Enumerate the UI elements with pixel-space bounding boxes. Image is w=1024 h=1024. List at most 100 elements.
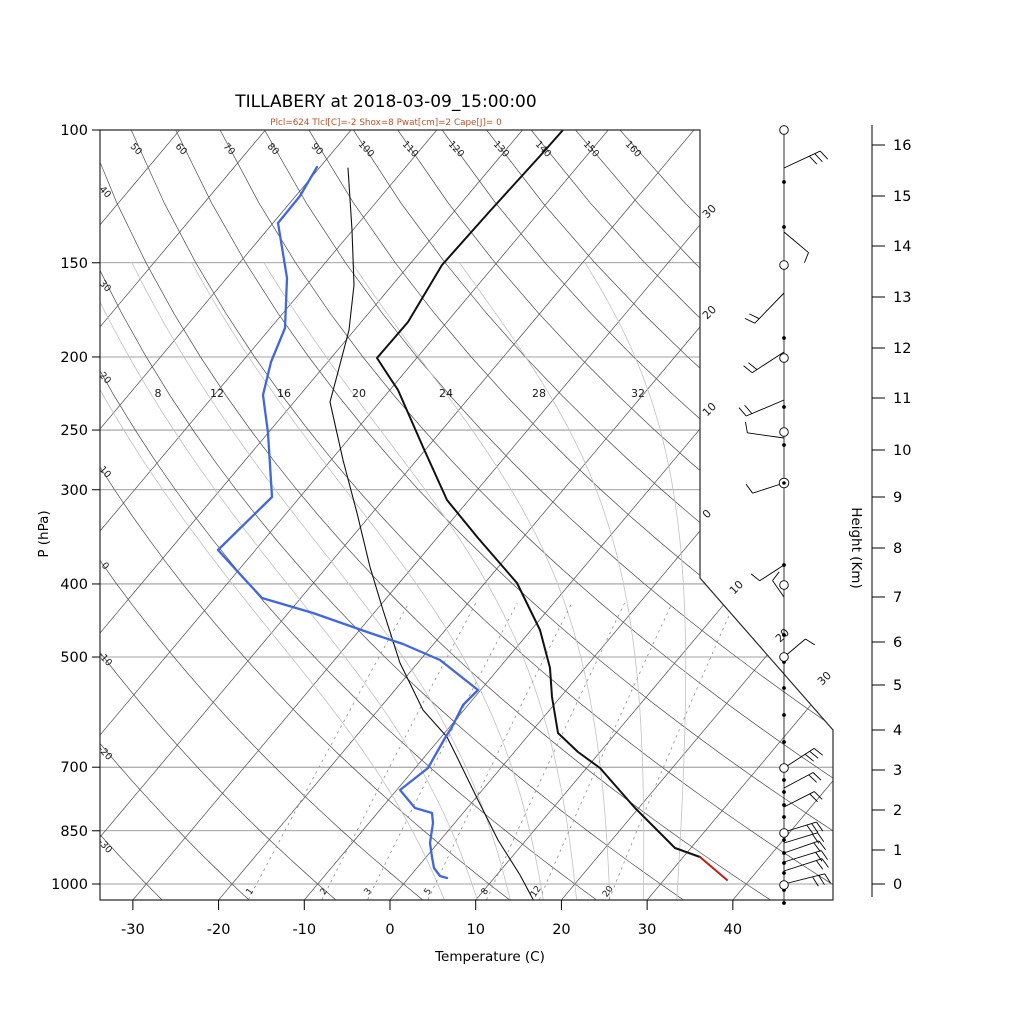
dry-adiabat-line [175,130,833,900]
y-left-axis-title: P (hPa) [36,510,52,557]
wind-level-dot [782,405,786,409]
moist-adiabat-line [100,262,478,900]
isotherm-line [304,130,833,900]
wind-barb-tick [814,153,823,162]
dry-adiabat-line [100,130,771,900]
wind-level-dot [782,225,786,229]
wind-barb-tick [806,824,814,835]
dry-adiabat-label: 140 [533,139,553,160]
dry-adiabat-line [353,130,833,900]
wind-level-dot [782,790,786,794]
wind-barb-tick [811,823,819,833]
axis-ticks-layer: -30 -20 -10 0 10 20 30 401001502002503004005007… [51,123,911,938]
isotherm-label: 10 [727,578,746,597]
wind-level-dot [782,713,786,717]
height-tick-label: 7 [893,590,902,606]
height-tick-label: 12 [893,341,911,357]
wind-barb-tick [744,405,753,414]
wind-barb-tick [804,753,814,762]
moist-adiabat-label: 32 [631,387,645,400]
wind-barb-tick [815,860,824,870]
wind-level-dot [782,180,786,184]
wind-barb-tick [809,750,819,759]
wind-level-dot [782,336,786,340]
moist-adiabat-line [100,262,445,900]
height-tick-label: 1 [893,843,902,859]
pressure-tick-label: 300 [60,483,88,499]
dewpoint-profile [216,165,480,880]
pressure-tick-label: 500 [60,650,88,666]
wind-level-circle [779,652,789,662]
mixing-ratio-line [539,602,673,900]
wind-barb-tick [749,313,760,320]
mixing-ratio-line [427,602,573,900]
mixing-ratio-line [248,602,410,900]
dry-adiabat-line [441,130,833,900]
dry-adiabat-label: -10 [96,650,115,669]
wind-barb-tick [808,774,817,783]
wind-barb-shaft [783,748,815,769]
x-tick-label: 30 [638,922,656,938]
wind-barb-column [738,125,831,905]
dry-adiabat-line [100,130,511,900]
moist-adiabat-label: 24 [439,387,453,400]
wind-barb-tick [744,317,756,324]
height-tick-label: 3 [893,763,902,779]
dry-adiabat-label: 50 [128,141,144,157]
dry-adiabat-line [100,130,250,900]
x-tick-label: 20 [552,922,570,938]
wind-barb-shaft [783,791,815,808]
isotherm-line [646,130,833,900]
dry-adiabat-label: 110 [400,139,420,160]
height-tick-label: 9 [893,490,902,506]
height-tick-label: 8 [893,541,902,557]
grid-layer [100,130,833,900]
wind-level-dot [782,861,786,865]
isotherm-label: 30 [815,669,834,688]
dry-adiabat-label: 70 [221,141,237,157]
moist-adiabat-line [459,262,645,900]
wind-level-dot [782,871,786,875]
wind-barb-tick [750,573,760,582]
dry-adiabat-label: 130 [491,139,511,160]
wind-level-dot [782,838,786,842]
wind-barb-tick [818,840,826,851]
wind-barb-tick [821,858,829,868]
wind-barb-tick [803,252,809,263]
wind-level-dot [782,803,786,807]
wind-level-circle [779,580,789,590]
wind-level-circle [779,880,789,890]
moist-adiabat-label: 28 [532,387,546,400]
wind-level-dot [782,740,786,744]
wind-barb-shaft [783,821,817,833]
wind-barb-tick [745,484,753,494]
isotherm-line [100,130,523,900]
wind-barb-tick [816,821,824,832]
mixing-ratio-label: 2 [319,887,330,897]
pressure-tick-label: 150 [60,256,88,272]
dry-adiabat-label: 90 [309,141,325,157]
height-tick-label: 13 [893,290,911,306]
wind-barb-tick [819,150,829,160]
moist-adiabat-line [584,262,687,900]
wind-barb-shaft [754,292,785,324]
wind-barb-shaft [759,564,785,582]
wind-level-dot [782,686,786,690]
isotherm-line [561,130,833,900]
wind-barb-tick [818,875,825,885]
pressure-tick-label: 850 [60,824,88,840]
wind-level-circle [779,828,789,838]
isotherm-line [100,130,180,900]
grid-labels-layer: 50 60 70 80 90 100 110 120 130 140 150 160403020100… [96,139,835,900]
wind-barb-tick [743,365,753,374]
dry-adiabat-label: 20 [97,370,113,386]
pressure-tick-label: 400 [60,577,88,593]
dry-adiabat-label: 100 [356,139,376,160]
wind-barb-tick [748,362,758,370]
moist-adiabat-line [131,262,511,900]
wind-barb-shaft [751,351,785,374]
pressure-tick-label: 200 [60,350,88,366]
moist-adiabat-line [191,262,544,900]
wind-barb-shaft [783,840,820,854]
